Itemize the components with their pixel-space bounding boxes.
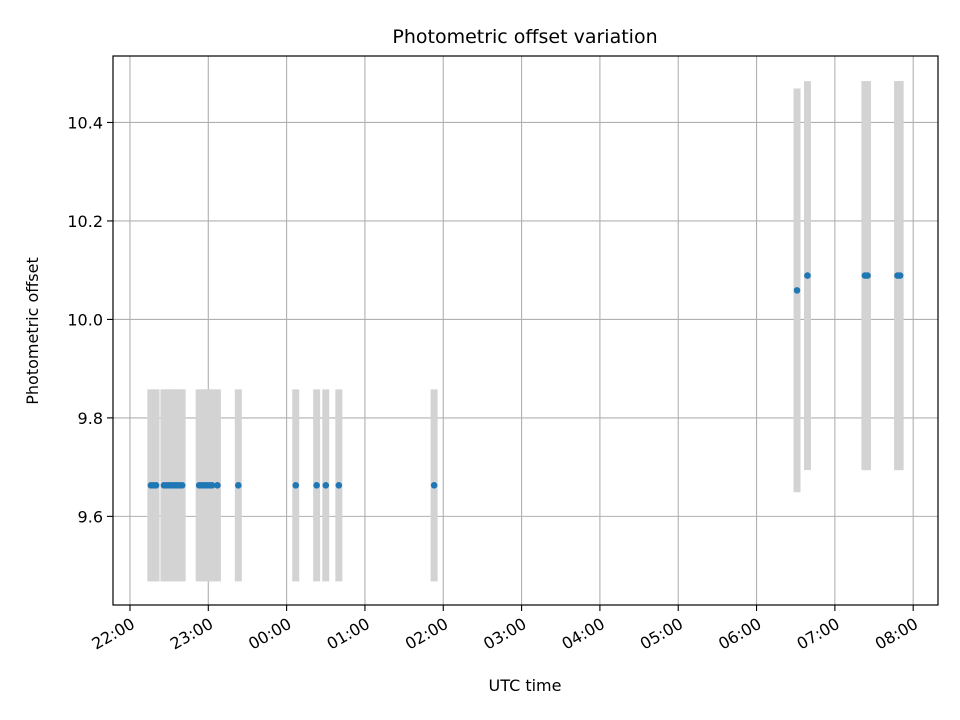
x-tick-label: 00:00 <box>245 614 294 654</box>
x-tick-label: 08:00 <box>872 614 921 654</box>
x-tick-label: 07:00 <box>793 614 842 654</box>
data-point <box>335 482 343 489</box>
data-point <box>322 482 330 489</box>
y-tick-label: 9.6 <box>78 507 103 526</box>
y-tick-label: 10.4 <box>67 113 103 132</box>
data-point <box>313 482 320 489</box>
data-point <box>896 272 904 279</box>
x-tick-label: 06:00 <box>715 614 764 654</box>
data-point <box>235 482 242 489</box>
data-point <box>793 287 801 294</box>
x-tick-label: 23:00 <box>167 614 216 654</box>
y-tick-label: 9.8 <box>78 409 103 428</box>
x-tick-label: 04:00 <box>558 614 607 654</box>
data-point <box>178 482 186 489</box>
chart-title: Photometric offset variation <box>392 26 657 48</box>
x-tick-label: 05:00 <box>637 614 686 654</box>
data-point <box>430 482 438 489</box>
axis-ticks: 22:00 23:00 00:00 01:00 02:00 03:00 04:00 05:00… <box>67 113 921 653</box>
y-tick-label: 10.2 <box>67 212 103 231</box>
data-point <box>214 482 221 489</box>
error-bars <box>147 81 904 582</box>
x-tick-label: 22:00 <box>89 614 138 654</box>
x-tick-label: 02:00 <box>402 614 451 654</box>
x-tick-label: 03:00 <box>480 614 529 654</box>
data-point <box>292 482 300 489</box>
data-point <box>864 272 871 279</box>
x-tick-label: 01:00 <box>324 614 373 654</box>
y-axis-title: Photometric offset <box>23 257 42 405</box>
y-tick-label: 10.0 <box>67 310 103 329</box>
x-axis-title: UTC time <box>489 676 562 695</box>
data-point <box>804 272 811 279</box>
data-points <box>147 272 904 489</box>
data-point <box>208 482 216 489</box>
data-point <box>152 482 160 489</box>
plot-frame <box>112 55 939 606</box>
